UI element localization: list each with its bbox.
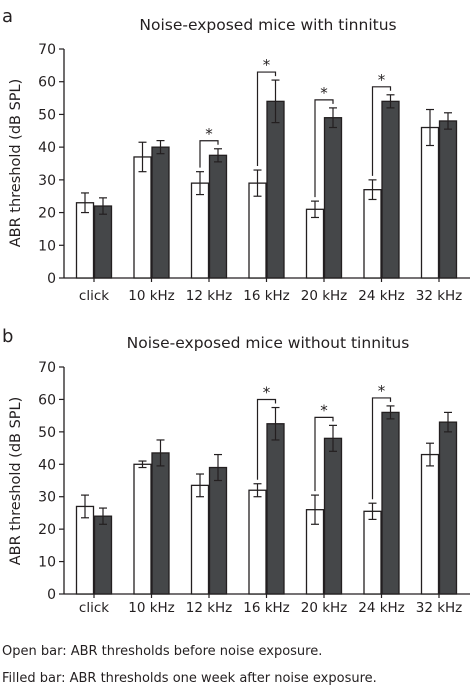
bar-open [133, 463, 152, 595]
y-axis-label: ABR threshold (dB SPL) [8, 397, 24, 566]
y-tick-label: 30 [38, 173, 56, 189]
x-tick-label: 24 kHz [358, 600, 405, 616]
significance-bracket [314, 99, 334, 198]
bar-open [75, 202, 95, 279]
x-tick-label: 10 kHz [128, 288, 175, 304]
x-tick-label: 32 kHz [416, 288, 463, 304]
bar-filled [266, 423, 285, 595]
bar-filled [208, 466, 228, 595]
y-tick-label: 50 [38, 425, 56, 441]
y-tick-label: 40 [38, 457, 56, 473]
y-tick-label: 0 [47, 587, 56, 603]
bar-filled [381, 100, 400, 279]
y-tick-label: 70 [38, 42, 56, 58]
significance-star: * [378, 71, 386, 89]
bar-open [75, 505, 95, 595]
x-tick-label: 32 kHz [416, 600, 463, 616]
bar-filled [381, 411, 400, 595]
chart-title: Noise-exposed mice with tinnitus [139, 16, 396, 34]
y-tick-label: 60 [38, 75, 56, 91]
chart-title: Noise-exposed mice without tinnitus [127, 334, 410, 352]
caption-filled-bar: Filled bar: ABR thresholds one week afte… [2, 671, 377, 686]
significance-bracket [256, 71, 277, 167]
y-tick-label: 0 [47, 271, 56, 287]
x-tick-label: click [79, 288, 109, 304]
bar-filled [208, 154, 228, 279]
significance-bracket [371, 397, 392, 500]
y-tick-label: 30 [38, 490, 56, 506]
y-tick-label: 20 [38, 522, 56, 538]
y-tick-label: 10 [38, 555, 56, 571]
bar-filled [93, 205, 113, 279]
bar-filled [93, 515, 113, 595]
y-tick-label: 60 [38, 392, 56, 408]
bar-open [420, 453, 440, 595]
x-tick-label: 24 kHz [358, 288, 405, 304]
significance-star: * [263, 56, 271, 74]
bar-open [248, 182, 267, 279]
significance-star: * [205, 125, 213, 143]
bar-open [363, 510, 382, 595]
x-tick-label: 12 kHz [186, 600, 233, 616]
significance-star: * [378, 382, 386, 400]
bar-open [305, 208, 325, 279]
panel-label: b [2, 326, 13, 347]
significance-bracket [256, 398, 277, 480]
y-tick-label: 10 [38, 238, 56, 254]
bar-filled [323, 437, 343, 595]
significance-bracket [199, 140, 219, 168]
bar-filled [266, 100, 285, 279]
bar-open [248, 489, 267, 595]
panel-label: a [2, 6, 13, 27]
significance-bracket [371, 86, 392, 176]
significance-bracket [314, 416, 334, 492]
y-tick-label: 70 [38, 360, 56, 376]
bar-open [190, 182, 210, 279]
x-tick-label: 12 kHz [186, 288, 233, 304]
bar-open [190, 484, 210, 595]
significance-star: * [320, 401, 328, 419]
significance-star: * [320, 84, 328, 102]
bar-filled [323, 117, 343, 279]
x-tick-label: 20 kHz [301, 600, 348, 616]
bar-filled [151, 452, 170, 595]
chart-panel-b: b Noise-exposed mice without tinnitus ABR … [2, 326, 470, 616]
bar-filled [438, 421, 458, 595]
bar-open [420, 126, 440, 279]
caption-open-bar: Open bar: ABR thresholds before noise ex… [2, 644, 323, 659]
bar-open [133, 156, 152, 279]
x-tick-label: 16 kHz [243, 600, 290, 616]
x-tick-label: 10 kHz [128, 600, 175, 616]
x-tick-label: 16 kHz [243, 288, 290, 304]
y-axis-label: ABR threshold (dB SPL) [8, 79, 24, 248]
bar-filled [151, 146, 170, 279]
significance-star: * [263, 384, 271, 402]
chart-panel-a: a Noise-exposed mice with tinnitus ABR thr… [2, 6, 470, 304]
y-tick-label: 50 [38, 107, 56, 123]
x-tick-label: 20 kHz [301, 288, 348, 304]
x-tick-label: click [79, 600, 109, 616]
bar-open [363, 189, 382, 279]
y-tick-label: 40 [38, 140, 56, 156]
y-tick-label: 20 [38, 206, 56, 222]
bar-filled [438, 120, 458, 279]
